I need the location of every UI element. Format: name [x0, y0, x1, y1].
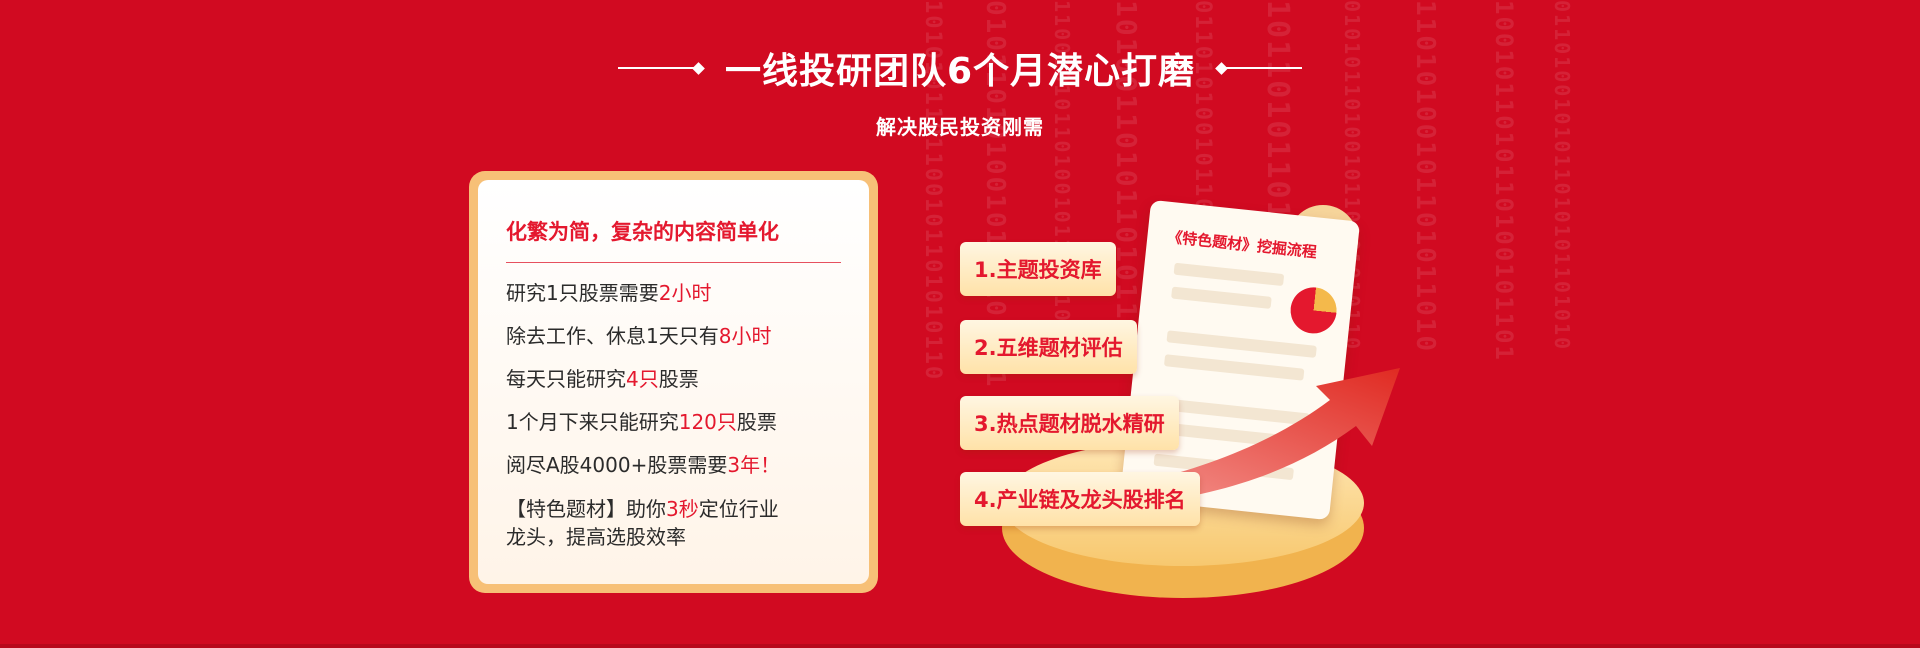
document-line — [1173, 262, 1285, 287]
left-decorative-line — [617, 61, 705, 75]
line-highlight: 8小时 — [718, 324, 772, 348]
document-line — [1166, 330, 1317, 358]
right-decorative-line — [1215, 61, 1303, 75]
line-text: 1个月下来只能研究 — [506, 410, 679, 434]
info-card-body: 化繁为简，复杂的内容简单化 研究1只股票需要2小时 除去工作、休息1天只有8小时… — [478, 180, 869, 584]
pie-chart-icon — [1288, 285, 1339, 336]
card-line: 每天只能研究4只股票 — [506, 366, 841, 392]
card-line: 研究1只股票需要2小时 — [506, 280, 841, 306]
card-line: 1个月下来只能研究120只股票 — [506, 409, 841, 435]
line-highlight: 120只 — [678, 410, 737, 434]
card-line: 阅尽A股4000+股票需要3年！ — [506, 452, 841, 478]
line-text: 阅尽A股4000+股票需要 — [506, 453, 728, 477]
line-text-after: 股票 — [658, 367, 699, 391]
line-highlight: 3年！ — [727, 453, 781, 477]
card-line-summary: 【特色题材】助你3秒定位行业 龙头，提高选股效率 — [506, 495, 841, 551]
bottom-band — [0, 644, 1920, 648]
document-line — [1171, 286, 1272, 309]
line-text-after: 股票 — [736, 410, 777, 434]
page-title: 一线投研团队6个月潜心打磨 — [724, 51, 1196, 92]
step-1: 1.主题投资库 — [960, 242, 1116, 296]
page-subtitle: 解决股民投资刚需 — [876, 115, 1044, 139]
step-4: 4.产业链及龙头股排名 — [960, 472, 1200, 526]
line-text: 研究1只股票需要 — [506, 281, 659, 305]
line-text: 除去工作、休息1天只有 — [506, 324, 719, 348]
line-text: 【特色题材】助你 — [506, 497, 666, 521]
line-text-second: 龙头，提高选股效率 — [506, 525, 686, 549]
step-2: 2.五维题材评估 — [960, 320, 1137, 374]
document-line — [1159, 397, 1310, 426]
line-text: 每天只能研究 — [506, 367, 626, 391]
line-text-after: 定位行业 — [698, 497, 779, 521]
headline-row: 一线投研团队6个月潜心打磨 — [0, 42, 1920, 94]
line-highlight: 2小时 — [658, 281, 712, 305]
line-highlight: 4只 — [626, 367, 659, 391]
info-card: 化繁为简，复杂的内容简单化 研究1只股票需要2小时 除去工作、休息1天只有8小时… — [469, 171, 878, 593]
step-3: 3.热点题材脱水精研 — [960, 396, 1179, 450]
document-line — [1163, 354, 1305, 381]
process-illustration: 《特色题材》挖掘流程 1.主题投资库 2.五维题材评估 3.热点题材脱水精研 4… — [960, 190, 1520, 610]
card-title: 化繁为简，复杂的内容简单化 — [506, 216, 841, 263]
card-line: 除去工作、休息1天只有8小时 — [506, 323, 841, 349]
document-title: 《特色题材》挖掘流程 — [1166, 227, 1318, 262]
line-highlight: 3秒 — [666, 497, 699, 521]
